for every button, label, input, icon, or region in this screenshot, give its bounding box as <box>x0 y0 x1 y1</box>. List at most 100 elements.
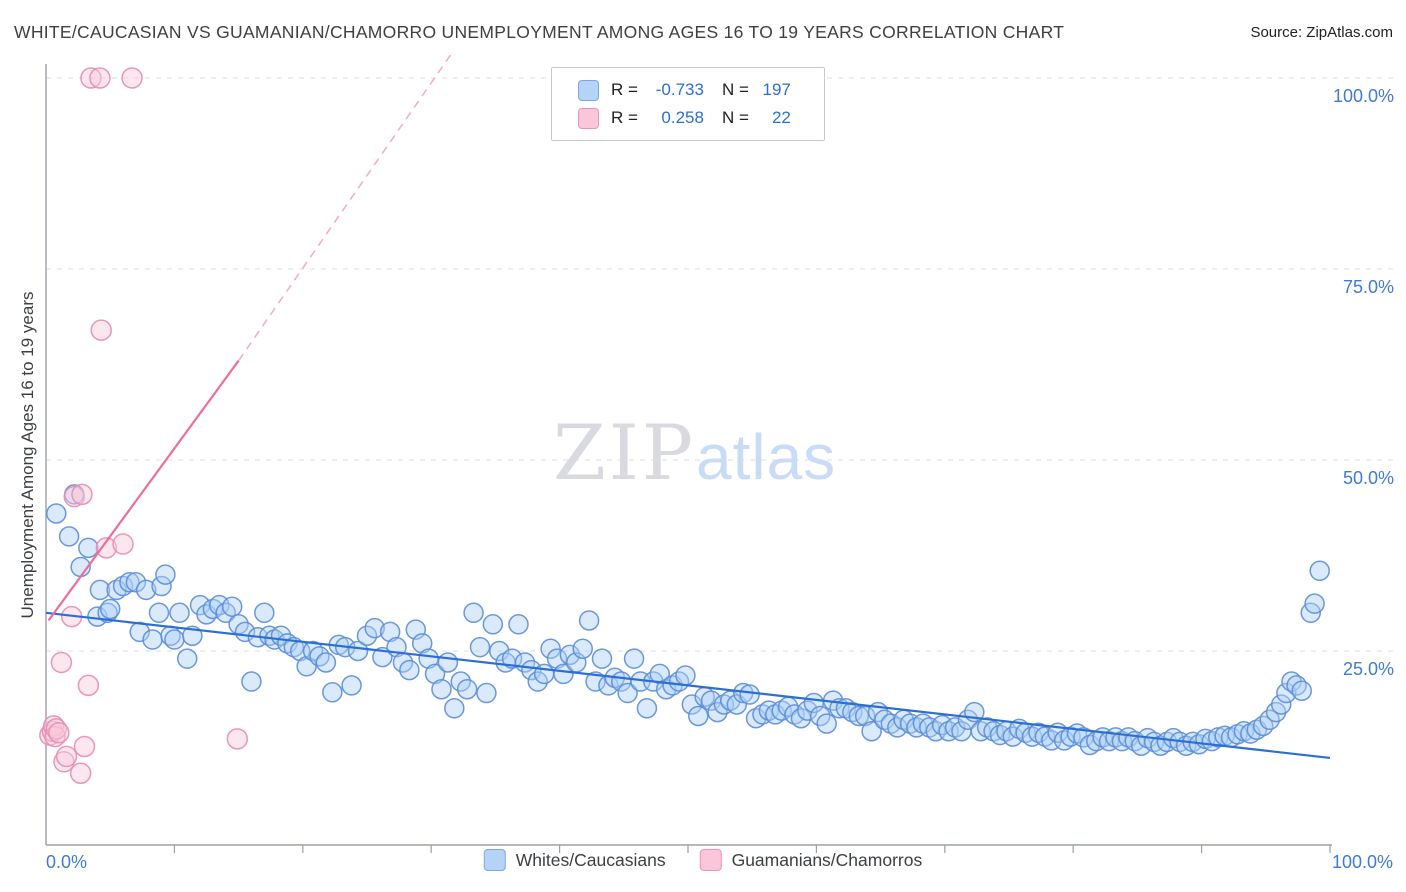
scatter-point-white <box>106 579 127 601</box>
scatter-point-white <box>476 682 497 704</box>
scatter-point-white <box>553 663 574 685</box>
scatter-point-white <box>221 596 243 617</box>
y-axis-tick-label: 100.0% <box>1332 86 1394 106</box>
scatter-point-white <box>508 614 529 635</box>
n-value-whites: 197 <box>762 80 791 99</box>
guamanians-swatch-icon <box>578 107 599 129</box>
scatter-point-white <box>148 602 170 624</box>
scatter-point-white <box>1034 726 1056 747</box>
r-value-guamanians: 0.258 <box>661 108 704 127</box>
scatter-point-white <box>617 682 638 704</box>
scatter-point-white <box>489 640 510 662</box>
scatter-point-guamanian <box>90 319 112 341</box>
scatter-point-white <box>135 579 157 601</box>
whites-swatch-icon <box>578 79 599 101</box>
scatter-point-white <box>456 678 478 700</box>
scatter-point-white <box>151 575 172 597</box>
scatter-point-white <box>431 678 452 700</box>
scatter-point-white <box>842 701 863 723</box>
scatter-point-guamanian <box>89 67 111 89</box>
scatter-point-white <box>944 717 966 738</box>
scatter-point-white <box>315 652 337 673</box>
scatter-point-white <box>578 610 600 631</box>
scatter-point-guamanian <box>121 67 143 89</box>
scatter-point-white <box>176 648 198 669</box>
scatter-point-guamanian <box>73 735 96 758</box>
scatter-point-white <box>771 700 792 721</box>
scatter-point-white <box>1309 560 1330 582</box>
scatter-point-white <box>125 571 147 593</box>
scatter-point-white <box>501 648 523 669</box>
page-title: WHITE/CAUCASIAN VS GUAMANIAN/CHAMORRO UN… <box>14 22 1065 42</box>
scatter-point-white <box>521 659 542 681</box>
legend-item-label: Guamanians/Chamorros <box>731 849 923 870</box>
scatter-point-white <box>591 648 613 669</box>
scatter-point-white <box>572 638 593 659</box>
scatter-point-white <box>1270 694 1292 715</box>
y-axis-title: Unemployment Among Ages 16 to 19 years <box>18 291 37 619</box>
trend-line-extension <box>237 54 452 362</box>
scatter-point-white <box>241 671 262 692</box>
scatter-point-white <box>540 638 561 659</box>
scatter-point-white <box>46 503 67 524</box>
scatter-point-white <box>364 617 385 639</box>
n-value-guamanians: 22 <box>771 108 791 127</box>
scatter-point-white <box>169 602 190 624</box>
scatter-point-white <box>142 629 163 650</box>
scatter-point-white <box>816 713 837 734</box>
source-link[interactable]: Source: ZipAtlas.com <box>1250 24 1393 41</box>
scatter-point-guamanian <box>95 537 118 559</box>
scatter-point-white <box>681 694 703 715</box>
x-axis-min-label: 0.0% <box>46 852 88 872</box>
y-axis-tick-label: 50.0% <box>1342 468 1394 488</box>
scatter-point-white <box>418 648 439 669</box>
legend-item-guamanians[interactable]: Guamanians/Chamorros <box>699 849 923 871</box>
scatter-point-white <box>379 621 401 643</box>
scatter-point-white <box>919 717 940 738</box>
scatter-point-white <box>688 705 709 727</box>
scatter-point-guamanian <box>69 762 92 784</box>
r-label: R = <box>611 80 638 99</box>
scatter-point-white <box>99 598 121 620</box>
scatter-point-white <box>155 564 176 585</box>
zipatlas-watermark: ZIPatlas <box>553 408 836 497</box>
n-label: N = <box>721 80 749 99</box>
scatter-point-white <box>356 625 378 646</box>
scatter-point-white <box>78 537 99 559</box>
scatter-point-white <box>739 684 760 705</box>
legend-row-whites: R = -0.733 N = 197 <box>578 78 810 102</box>
scatter-point-white <box>1240 723 1261 744</box>
scatter-point-white <box>546 648 568 669</box>
scatter-point-white <box>1276 682 1297 704</box>
scatter-point-white <box>164 629 185 650</box>
trend-line-fit <box>47 360 240 622</box>
scatter-point-white <box>399 659 420 681</box>
scatter-point-guamanian <box>55 745 78 768</box>
scatter-point-white <box>469 636 491 658</box>
scatter-point-white <box>649 663 671 685</box>
scatter-point-white <box>976 717 998 738</box>
scatter-point-guamanian <box>71 483 93 506</box>
watermark-atlas-text: atlas <box>695 421 837 493</box>
guamanians-swatch-icon <box>699 849 722 871</box>
scatter-point-guamanian <box>80 67 102 89</box>
scatter-point-white <box>322 682 343 703</box>
scatter-point-guamanian <box>63 485 85 508</box>
scatter-point-white <box>424 663 446 685</box>
scatter-point-white <box>89 579 111 601</box>
scatter-point-guamanian <box>44 725 66 748</box>
scatter-point-white <box>1304 593 1325 614</box>
scatter-point-guamanian <box>45 718 68 740</box>
x-axis-max-label: 100.0% <box>1331 852 1393 872</box>
n-label: N = <box>721 108 749 127</box>
y-axis-tick-label: 75.0% <box>1342 277 1394 297</box>
legend-item-whites[interactable]: Whites/Caucasians <box>483 849 666 871</box>
series-legend: Whites/Caucasians Guamanians/Chamorros <box>483 849 923 871</box>
scatter-point-guamanian <box>112 533 134 555</box>
scatter-point-white <box>1079 734 1101 756</box>
scatter-point-white <box>585 671 606 692</box>
scatter-point-white <box>1291 680 1313 701</box>
scatter-point-white <box>675 665 696 686</box>
scatter-point-white <box>112 575 134 597</box>
